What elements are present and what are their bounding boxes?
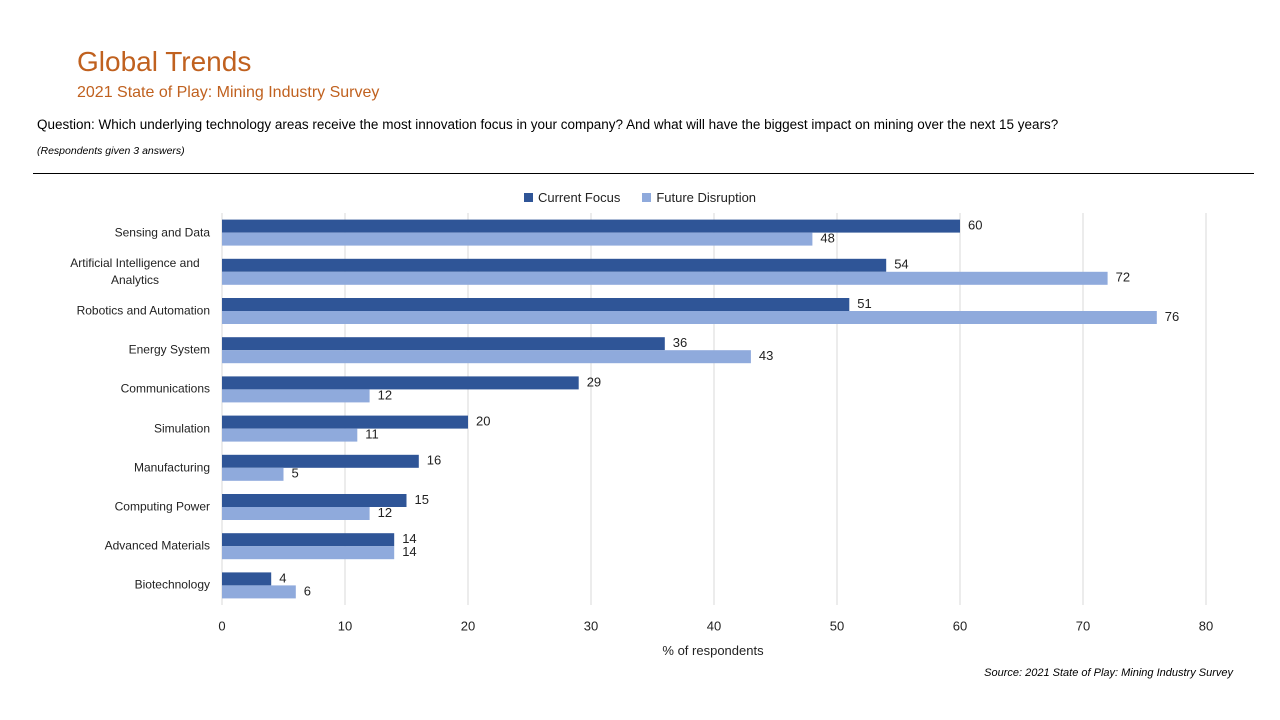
- data-label: 12: [378, 505, 392, 520]
- bar: [222, 376, 579, 390]
- bar: [222, 546, 395, 560]
- bar: [222, 533, 395, 547]
- bar: [222, 454, 419, 468]
- data-label: 20: [476, 414, 490, 429]
- y-tick-label: Manufacturing: [133, 460, 210, 475]
- legend-swatch: [523, 193, 533, 202]
- x-tick-label: 40: [707, 618, 721, 633]
- bar: [222, 271, 1108, 285]
- y-tick-label: Biotechnology: [134, 577, 210, 592]
- data-label: 16: [427, 453, 441, 468]
- data-label: 36: [673, 335, 687, 350]
- y-tick-label: Robotics and Automation: [76, 303, 210, 318]
- data-label: 29: [587, 374, 601, 389]
- bar: [222, 585, 296, 599]
- data-label: 48: [820, 231, 834, 246]
- data-label: 6: [304, 583, 311, 598]
- data-label: 54: [894, 257, 908, 272]
- data-label: 43: [759, 348, 773, 363]
- data-label: 72: [1116, 270, 1130, 285]
- y-tick-label: Computing Power: [114, 499, 210, 514]
- x-tick-label: 50: [830, 618, 844, 633]
- title: Global Trends: [77, 46, 252, 77]
- x-tick-label: 10: [338, 618, 352, 633]
- bar: [222, 415, 468, 429]
- x-tick-label: 70: [1076, 618, 1090, 633]
- data-label: 60: [968, 218, 982, 233]
- divider: [33, 173, 1254, 174]
- bar: [222, 350, 751, 364]
- data-label: 76: [1165, 309, 1179, 324]
- bar: [222, 507, 370, 520]
- data-label: 15: [415, 492, 429, 507]
- bar: [222, 219, 960, 233]
- legend-item: Future Disruption: [642, 190, 756, 205]
- y-tick-label: Sensing and Data: [114, 225, 210, 240]
- x-tick-label: 0: [218, 618, 225, 633]
- y-tick-label: Simulation: [153, 421, 210, 436]
- bar: [222, 467, 284, 481]
- y-tick-label: Artificial Intelligence and Analytics: [70, 255, 200, 287]
- source: Source: 2021 State of Play: Mining Indus…: [984, 667, 1233, 679]
- x-tick-label: 60: [953, 618, 967, 633]
- x-tick-label: 80: [1199, 618, 1213, 633]
- legend: Current Focus Future Disruption: [0, 190, 1280, 205]
- data-label: 5: [292, 466, 299, 481]
- legend-item: Current Focus: [523, 190, 621, 205]
- subtitle: 2021 State of Play: Mining Industry Surv…: [77, 84, 380, 101]
- data-label: 4: [279, 570, 286, 585]
- x-tick-label: 20: [461, 618, 475, 633]
- bar: [222, 298, 850, 311]
- legend-label: Current Focus: [537, 190, 621, 205]
- note: (Respondents given 3 answers): [37, 145, 185, 157]
- data-label: 14: [402, 531, 416, 546]
- legend-label: Future Disruption: [656, 190, 757, 205]
- question: Question: Which underlying technology ar…: [37, 117, 1059, 132]
- bar: [222, 232, 813, 246]
- bar: [222, 494, 407, 507]
- x-axis-title: % of respondents: [662, 643, 764, 658]
- y-tick-label: Energy System: [128, 342, 210, 357]
- bar: [222, 258, 887, 272]
- bar: [222, 428, 358, 442]
- bar: [222, 572, 272, 586]
- bar: [222, 389, 370, 403]
- legend-swatch: [642, 193, 652, 202]
- data-label: 12: [378, 387, 392, 402]
- data-label: 11: [365, 427, 379, 442]
- data-label: 14: [402, 544, 416, 559]
- y-tick-label: Advanced Materials: [104, 538, 210, 553]
- data-label: 51: [857, 296, 871, 311]
- bar: [222, 337, 665, 351]
- y-tick-label: Communications: [120, 381, 210, 396]
- x-tick-label: 30: [584, 618, 598, 633]
- bar: [222, 311, 1157, 324]
